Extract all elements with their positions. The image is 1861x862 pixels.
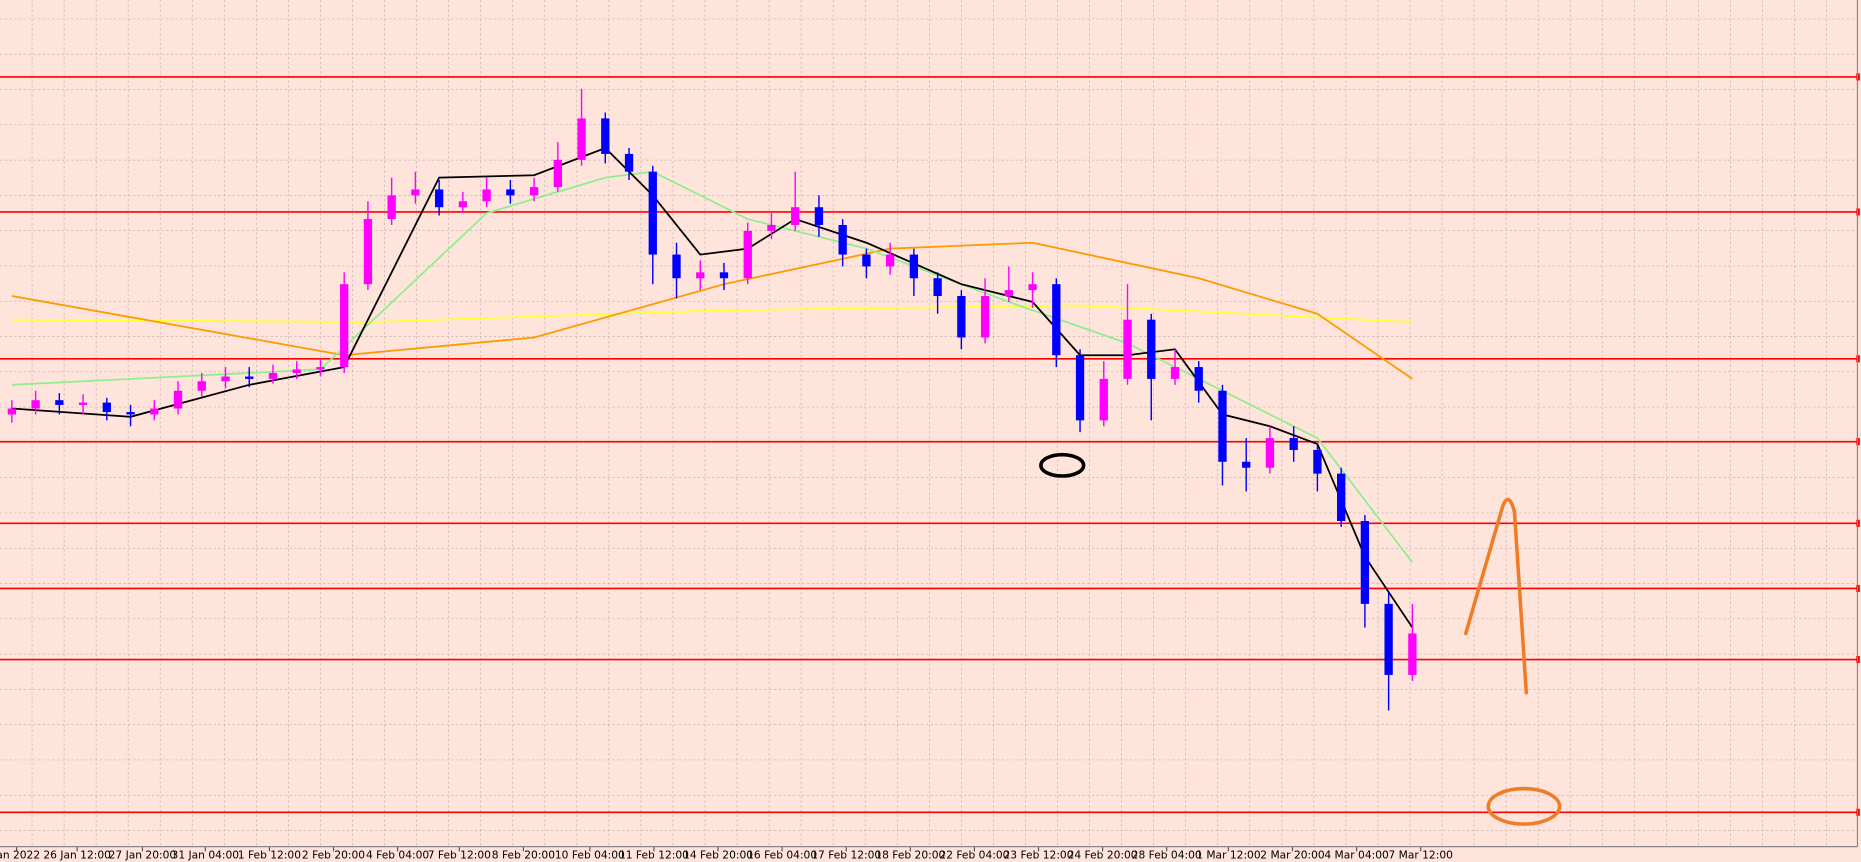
x-tick-label: Jan 2022 — [0, 848, 40, 861]
candle-body — [102, 402, 111, 413]
candle-body — [957, 296, 966, 338]
candle-body — [1170, 367, 1180, 379]
x-tick-label: 11 Feb 12:00 — [619, 848, 689, 861]
candle-body — [1004, 290, 1013, 297]
candle-body — [1218, 390, 1227, 462]
candle-body — [767, 224, 776, 231]
x-tick-label: 2 Mar 20:00 — [1260, 848, 1325, 861]
x-tick-label: 27 Jan 20:00 — [109, 848, 177, 861]
candle-body — [1384, 603, 1393, 675]
candle-body — [268, 372, 278, 379]
candle-body — [696, 272, 705, 279]
x-tick-label: 31 Jan 04:00 — [172, 848, 240, 861]
candle-body — [672, 254, 681, 279]
candle-body — [78, 402, 88, 405]
candle-body — [1313, 449, 1322, 474]
candle-body — [173, 390, 183, 409]
candle-body — [1408, 633, 1417, 675]
annotation-ellipse — [1039, 452, 1086, 478]
candle-body — [126, 412, 135, 415]
annotation-ellipse — [1486, 786, 1562, 826]
candle-body — [7, 408, 17, 415]
x-tick-label: 8 Feb 20:00 — [492, 848, 555, 861]
candle-body — [980, 296, 990, 338]
candle-body — [1052, 284, 1061, 356]
candle-body — [909, 254, 919, 279]
candle-body — [458, 201, 468, 208]
candle-body — [434, 189, 444, 208]
candle-body — [648, 171, 657, 255]
x-tick-label: 7 Feb 12:00 — [428, 848, 491, 861]
x-tick-label: 14 Feb 20:00 — [683, 848, 753, 861]
candle-body — [814, 207, 824, 225]
candle-body — [482, 189, 491, 202]
x-tick-label: 1 Feb 12:00 — [238, 848, 301, 861]
candle-body — [150, 408, 159, 415]
candle-body — [933, 278, 942, 297]
candle-body — [55, 400, 64, 405]
candle-body — [1075, 355, 1085, 421]
candle-body — [411, 189, 420, 196]
candle-body — [1360, 520, 1370, 604]
x-tick-label: 23 Feb 12:00 — [1004, 848, 1074, 861]
x-tick-label: 16 Feb 04:00 — [747, 848, 817, 861]
candle-body — [316, 367, 325, 370]
candle-body — [719, 272, 729, 279]
candle-body — [245, 376, 254, 379]
candle-body — [506, 189, 515, 196]
x-tick-label: 18 Feb 20:00 — [875, 848, 945, 861]
candle-body — [553, 159, 562, 188]
x-tick-label: 28 Feb 04:00 — [1132, 848, 1202, 861]
candle-body — [577, 118, 586, 160]
candle-body — [31, 400, 40, 409]
candle-body — [791, 207, 800, 225]
x-tick-label: 17 Feb 12:00 — [811, 848, 881, 861]
x-tick-label: 2 Feb 20:00 — [302, 848, 365, 861]
x-tick-label: 1 Mar 12:00 — [1196, 848, 1261, 861]
annotation-stroke — [1463, 497, 1529, 695]
candle-body — [529, 187, 539, 196]
ma-line — [11, 304, 1413, 323]
candle-body — [885, 254, 895, 267]
candle-body — [197, 381, 206, 391]
candle-body — [387, 195, 396, 220]
x-tick-label: 22 Feb 04:00 — [939, 848, 1009, 861]
candle-body — [1265, 438, 1275, 468]
candle-body — [1289, 438, 1298, 450]
x-tick-label: 4 Feb 04:00 — [366, 848, 429, 861]
candle-body — [1099, 378, 1108, 421]
candle-body — [601, 118, 610, 154]
x-tick-label: 26 Jan 12:00 — [43, 848, 111, 861]
candle-body — [340, 284, 349, 368]
ma-line — [11, 170, 1414, 563]
candle-body — [1028, 284, 1037, 291]
candle-body — [743, 230, 752, 279]
candle-body — [363, 219, 373, 285]
candle-body — [292, 369, 301, 373]
candle-body — [1242, 461, 1251, 468]
candle-body — [1123, 319, 1132, 379]
candle-body — [1147, 319, 1156, 379]
candle-body — [862, 254, 871, 267]
candle-body — [1194, 367, 1203, 391]
x-tick-label: 10 Feb 04:00 — [555, 848, 625, 861]
x-tick-label: 7 Mar 12:00 — [1388, 848, 1453, 861]
candle-body — [221, 376, 230, 382]
candle-body — [1337, 473, 1346, 521]
x-tick-label: 4 Mar 04:00 — [1324, 848, 1389, 861]
candle-body — [624, 153, 634, 172]
x-tick-label: 24 Feb 20:00 — [1068, 848, 1138, 861]
candle-body — [838, 224, 847, 255]
